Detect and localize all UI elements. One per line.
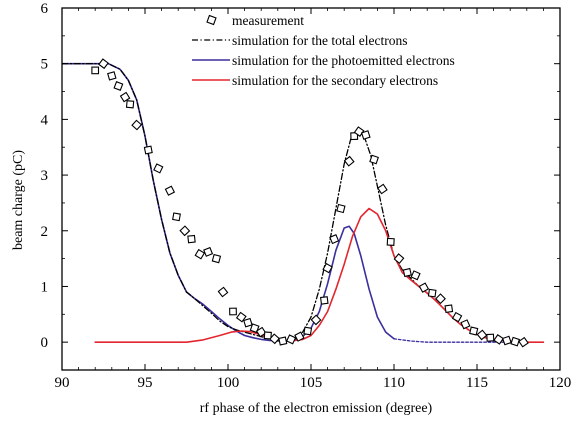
y-tick-label: 2 bbox=[41, 224, 49, 240]
data-point bbox=[350, 132, 359, 141]
data-point bbox=[518, 336, 529, 348]
data-point bbox=[98, 58, 109, 70]
y-tick-label: 5 bbox=[41, 57, 49, 73]
data-point bbox=[294, 331, 305, 342]
data-point bbox=[329, 234, 340, 245]
data-point bbox=[229, 307, 237, 316]
legend-item: simulation for the secondary electrons bbox=[192, 73, 438, 88]
y-tick-label: 3 bbox=[41, 168, 49, 184]
data-point bbox=[285, 334, 297, 345]
x-axis-title: rf phase of the electron emission (degre… bbox=[200, 401, 433, 416]
legend-label: simulation for the photoemitted electron… bbox=[232, 53, 455, 68]
data-point bbox=[343, 155, 355, 167]
data-point bbox=[91, 66, 100, 75]
data-point bbox=[402, 267, 412, 278]
legend: measurement simulation for the total elec… bbox=[192, 13, 455, 88]
data-point bbox=[377, 183, 388, 195]
legend-item: measurement bbox=[206, 13, 304, 28]
axes: 90 95 100 105 110 115 120 0 1 2 3 4 5 6 bbox=[41, 1, 572, 391]
data-point bbox=[153, 163, 164, 174]
data-point bbox=[194, 248, 206, 260]
data-point bbox=[386, 237, 395, 246]
data-point bbox=[510, 336, 521, 347]
data-point bbox=[113, 81, 124, 91]
data-point bbox=[502, 335, 512, 346]
data-point bbox=[255, 326, 267, 338]
data-point bbox=[243, 317, 253, 328]
data-point bbox=[211, 253, 222, 264]
series-line-4 bbox=[94, 207, 545, 343]
data-point bbox=[469, 326, 479, 336]
data-point bbox=[444, 304, 454, 314]
data-point bbox=[187, 234, 196, 244]
data-point bbox=[410, 270, 421, 281]
y-tick-label: 4 bbox=[41, 112, 49, 128]
data-point bbox=[172, 212, 181, 222]
data-point bbox=[143, 145, 153, 155]
y-tick-label: 1 bbox=[41, 279, 49, 295]
data-point bbox=[119, 91, 131, 103]
series-line-2 bbox=[62, 62, 395, 342]
data-point bbox=[322, 262, 333, 274]
data-point bbox=[460, 319, 471, 330]
data-point bbox=[164, 185, 176, 196]
legend-label: simulation for the total electrons bbox=[232, 33, 407, 48]
y-tick-label: 0 bbox=[41, 335, 49, 351]
data-point bbox=[107, 71, 117, 81]
data-point bbox=[336, 203, 346, 214]
x-tick-label: 100 bbox=[217, 375, 240, 391]
series-group bbox=[62, 62, 545, 343]
data-point bbox=[249, 323, 260, 334]
legend-label: simulation for the secondary electrons bbox=[232, 73, 438, 88]
data-point bbox=[427, 288, 437, 298]
data-point bbox=[418, 282, 430, 293]
legend-marker bbox=[206, 14, 217, 26]
data-point bbox=[493, 334, 504, 345]
data-point bbox=[235, 311, 247, 323]
data-point bbox=[486, 333, 495, 342]
data-point bbox=[179, 225, 191, 237]
data-point bbox=[125, 100, 135, 109]
y-axis-title: beam charge (pC) bbox=[11, 150, 26, 250]
x-tick-label: 95 bbox=[138, 375, 153, 391]
data-point bbox=[369, 154, 379, 165]
x-tick-label: 105 bbox=[300, 375, 323, 391]
x-tick-label: 90 bbox=[55, 375, 70, 391]
legend-item: simulation for the photoemitted electron… bbox=[192, 53, 455, 68]
data-point bbox=[320, 296, 329, 305]
data-point bbox=[263, 331, 272, 340]
data-point bbox=[310, 314, 322, 326]
data-point bbox=[217, 286, 229, 298]
series-line-1 bbox=[62, 63, 545, 343]
data-point bbox=[303, 326, 313, 336]
data-point bbox=[131, 119, 143, 131]
data-point bbox=[435, 293, 446, 305]
x-tick-label: 110 bbox=[383, 375, 405, 391]
series-line-3 bbox=[393, 338, 545, 343]
plot-area bbox=[62, 58, 545, 348]
legend-label: measurement bbox=[232, 13, 304, 28]
y-tick-label: 6 bbox=[41, 1, 49, 17]
data-point bbox=[203, 246, 214, 257]
data-point bbox=[393, 253, 405, 265]
data-point bbox=[360, 130, 371, 140]
legend-item: simulation for the total electrons bbox=[192, 33, 407, 48]
data-point bbox=[278, 336, 288, 346]
data-point bbox=[269, 333, 280, 345]
x-tick-label: 120 bbox=[549, 375, 572, 391]
data-point bbox=[476, 329, 488, 341]
x-tick-label: 115 bbox=[466, 375, 488, 391]
data-point bbox=[451, 311, 463, 323]
